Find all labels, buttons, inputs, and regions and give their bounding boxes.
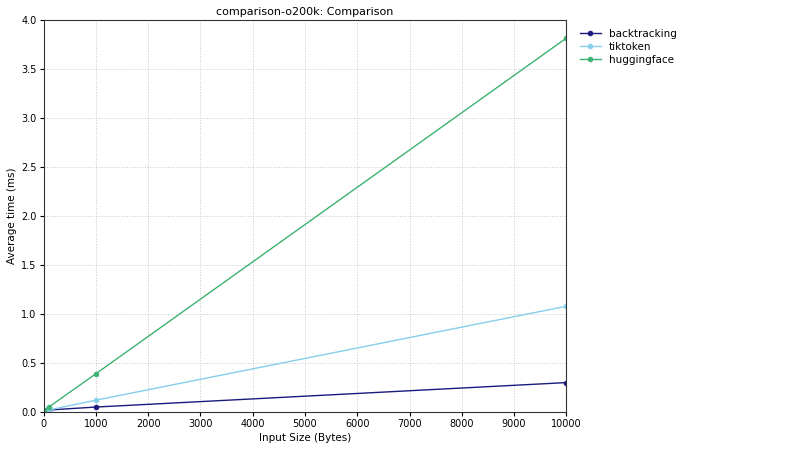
huggingface — [91, 371, 101, 377]
backtracking — [562, 380, 571, 385]
Line: huggingface: huggingface — [41, 36, 569, 412]
Title: comparison-o200k: Comparison: comparison-o200k: Comparison — [216, 7, 394, 17]
backtracking — [91, 405, 101, 410]
huggingface — [562, 36, 571, 41]
tiktoken — [562, 304, 571, 309]
Line: tiktoken: tiktoken — [41, 304, 569, 414]
huggingface — [44, 405, 54, 410]
X-axis label: Input Size (Bytes): Input Size (Bytes) — [259, 433, 351, 443]
huggingface — [38, 407, 48, 413]
Y-axis label: Average time (ms): Average time (ms) — [7, 168, 17, 265]
tiktoken — [44, 407, 54, 413]
tiktoken — [38, 408, 48, 414]
tiktoken — [91, 397, 101, 403]
Legend: backtracking, tiktoken, huggingface: backtracking, tiktoken, huggingface — [577, 26, 680, 68]
backtracking — [44, 407, 54, 413]
backtracking — [38, 408, 48, 414]
Line: backtracking: backtracking — [41, 380, 569, 414]
